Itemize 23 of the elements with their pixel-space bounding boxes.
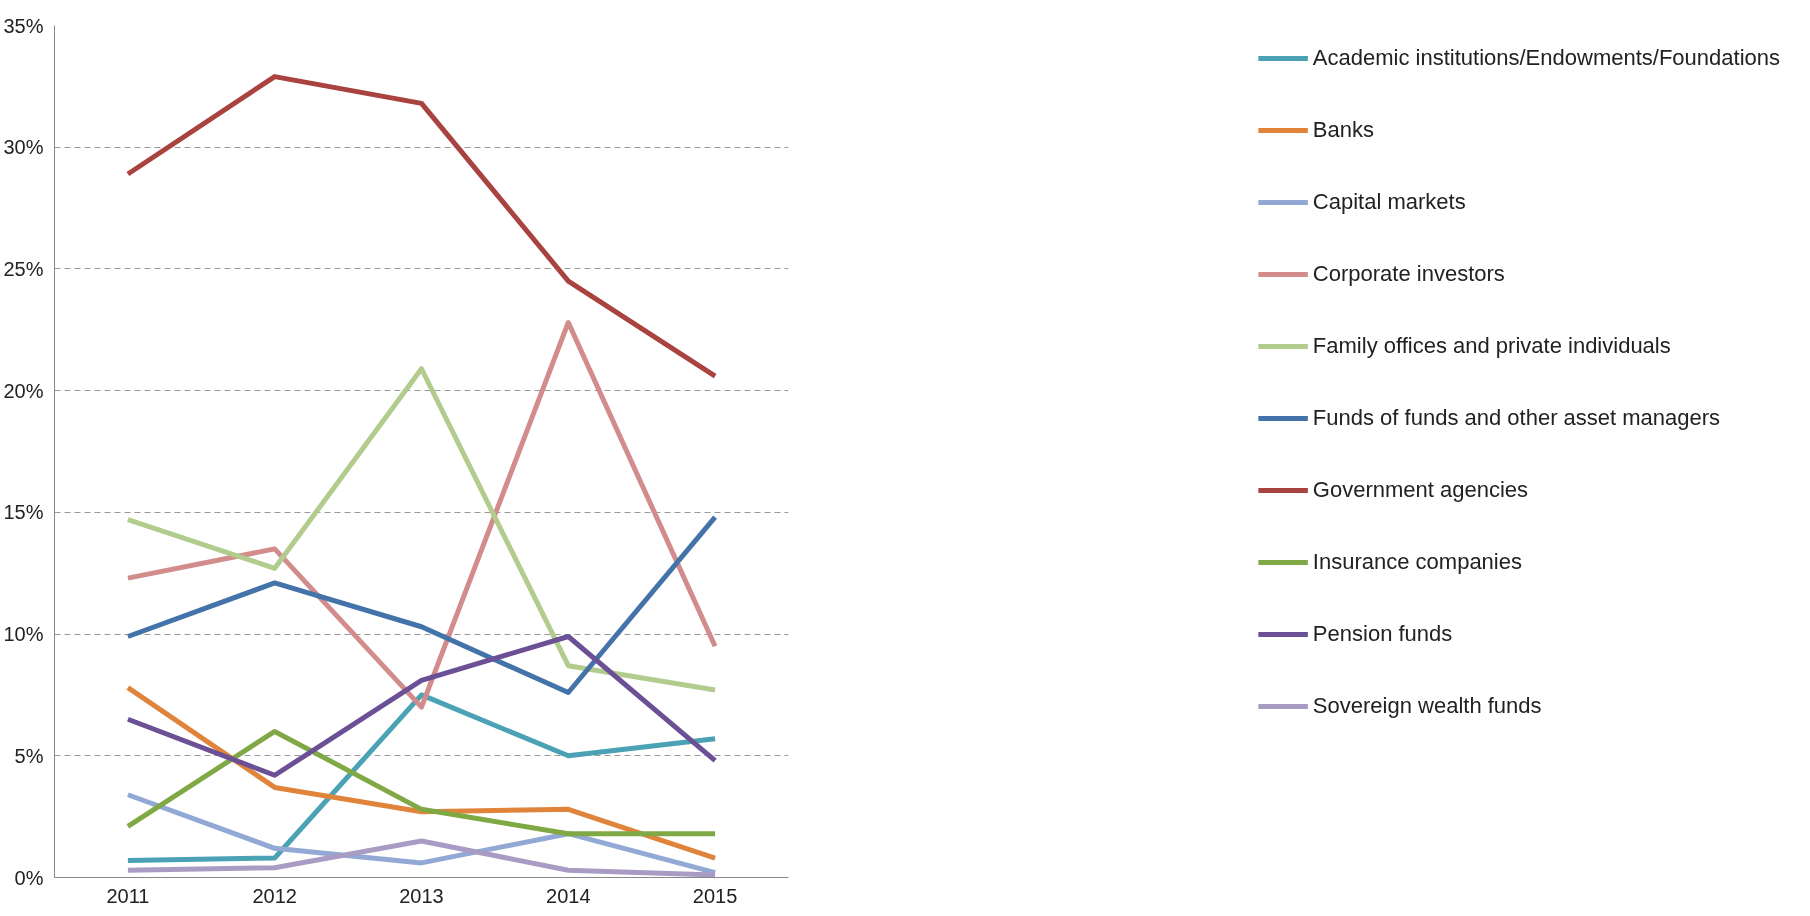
legend-label: Government agencies	[1312, 477, 1529, 503]
legend-label: Family offices and private individuals	[1312, 333, 1671, 359]
legend-label: Funds of funds and other asset managers	[1312, 405, 1721, 431]
y-tick-label: 5%	[14, 744, 44, 767]
legend-label: Capital markets	[1312, 189, 1466, 215]
y-tick-label: 10%	[3, 623, 44, 646]
x-tick-label: 2012	[252, 884, 297, 907]
legend-label: Banks	[1312, 117, 1375, 143]
legend-label: Sovereign wealth funds	[1312, 693, 1542, 719]
x-tick-label: 2011	[106, 884, 150, 907]
legend-label: Corporate investors	[1312, 261, 1505, 287]
x-tick-label: 2015	[692, 884, 738, 907]
legend-label: Academic institutions/Endowments/Foundations	[1312, 45, 1780, 71]
y-tick-label: 35%	[3, 14, 44, 37]
legend-label: Insurance companies	[1312, 549, 1522, 575]
legend-label: Pension funds	[1312, 621, 1453, 647]
y-tick-label: 0%	[14, 866, 44, 889]
x-tick-label: 2013	[399, 884, 444, 907]
y-tick-label: 30%	[3, 136, 44, 159]
y-tick-label: 25%	[3, 257, 44, 280]
y-tick-label: 20%	[3, 379, 44, 402]
x-tick-label: 2014	[546, 884, 591, 907]
y-tick-label: 15%	[3, 501, 44, 524]
